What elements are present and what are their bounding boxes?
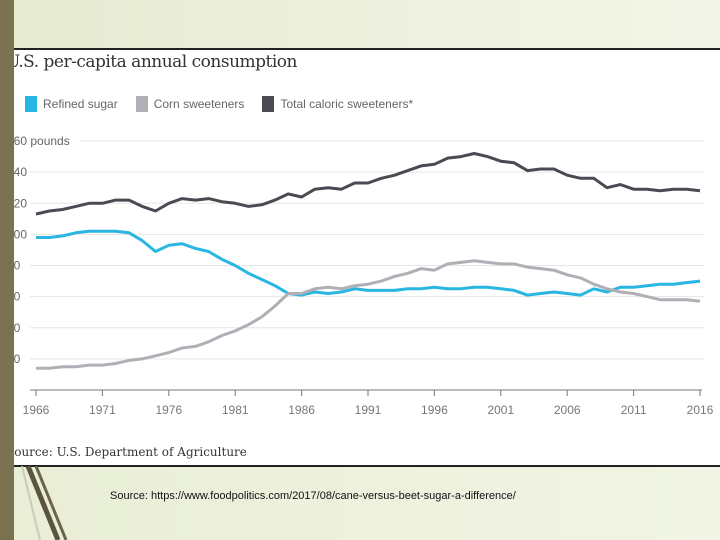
x-tick-label: 2011 xyxy=(621,403,647,417)
x-tick-label: 2001 xyxy=(487,403,514,417)
legend-swatch xyxy=(25,96,37,112)
x-tick-label: 2016 xyxy=(687,403,714,417)
source-note: Source: U.S. Department of Agriculture xyxy=(6,445,247,459)
legend-label: Corn sweeteners xyxy=(153,97,245,111)
x-tick-label: 1971 xyxy=(89,403,116,417)
decorative-stripes xyxy=(21,466,68,540)
x-tick-label: 1996 xyxy=(421,403,448,417)
series-line-total-caloric-sweeteners xyxy=(35,152,701,216)
slide-source-url: Source: https://www.foodpolitics.com/201… xyxy=(110,490,516,502)
legend-swatch xyxy=(262,96,275,112)
slide-top-band xyxy=(0,0,720,50)
x-tick-label: 1981 xyxy=(222,403,249,417)
legend-label: Refined sugar xyxy=(43,97,118,111)
x-tick-label: 1976 xyxy=(155,403,182,417)
legend: Refined sugar Corn sweeteners Total calo… xyxy=(25,96,413,112)
y-tick-label: 160 pounds xyxy=(7,134,70,148)
x-tick-label: 1966 xyxy=(23,403,50,417)
line-chart: 020406080100120140160 pounds196619711976… xyxy=(7,134,714,417)
legend-swatch xyxy=(135,96,148,112)
legend-item-corn-sweeteners: Corn sweeteners xyxy=(135,96,245,112)
series-line-refined-sugar xyxy=(36,229,701,297)
x-tick-label: 1986 xyxy=(288,403,315,417)
chart-panel: U.S. per-capita annual consumption Refin… xyxy=(0,50,720,467)
slide-left-bar xyxy=(0,0,14,540)
x-tick-label: 1991 xyxy=(355,403,382,417)
legend-label: Total caloric sweeteners* xyxy=(280,97,414,111)
x-tick-label: 2006 xyxy=(554,403,581,417)
legend-item-refined-sugar: Refined sugar xyxy=(25,96,118,112)
chart-title: U.S. per-capita annual consumption xyxy=(6,52,297,72)
series-line-corn-sweeteners xyxy=(36,259,701,370)
legend-item-total-caloric: Total caloric sweeteners* xyxy=(262,96,413,112)
